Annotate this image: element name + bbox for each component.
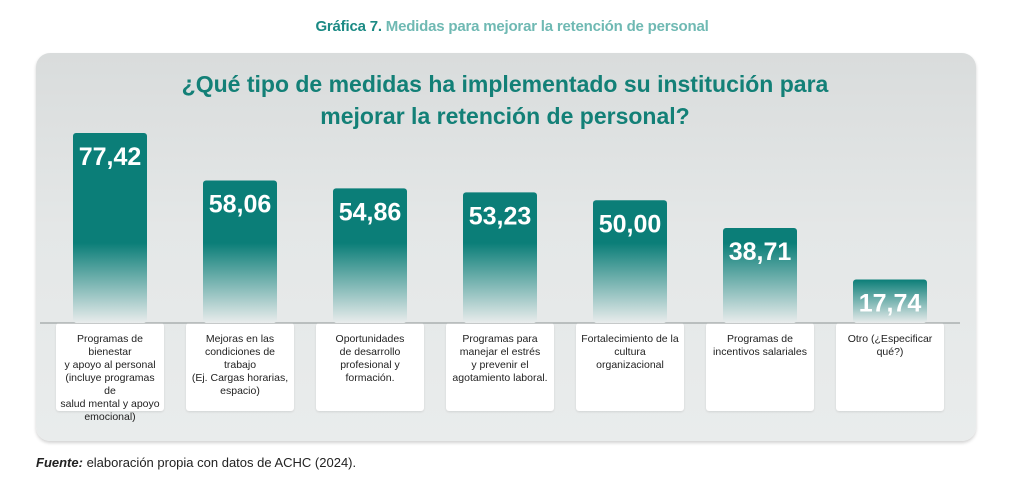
- category-label-line: formación.: [345, 372, 395, 384]
- category-label-line: y prevenir el: [471, 359, 529, 371]
- chart-title: ¿Qué tipo de medidas ha implementado su …: [90, 68, 920, 132]
- category-label-line: manejar el estrés: [459, 346, 541, 358]
- figure-caption: Gráfica 7. Medidas para mejorar la reten…: [0, 18, 1024, 35]
- category-label-7: Otro (¿Especificar qué?): [840, 333, 940, 359]
- category-box-1: Programas de bienestar y apoyo al persona…: [56, 323, 164, 423]
- chart-title-line-2: mejorar la retención de personal?: [320, 103, 690, 129]
- category-box-4: Programas para manejar el estrés y preveni…: [446, 323, 554, 411]
- category-label-line: profesional y: [340, 359, 400, 371]
- bar-value-label-7: 17,74: [859, 289, 922, 317]
- category-label-line: de desarrollo: [339, 346, 401, 358]
- category-label-line: cultura organizacional: [596, 346, 664, 371]
- category-label-line: incentivos salariales: [713, 346, 807, 358]
- chart-title-line-1: ¿Qué tipo de medidas ha implementado su …: [181, 71, 829, 97]
- bar-1: [73, 133, 147, 323]
- category-box-7: Otro (¿Especificar qué?): [836, 323, 944, 411]
- source-note: Fuente: elaboración propia con datos de …: [36, 455, 356, 470]
- category-label-line: Mejoras en las: [205, 333, 275, 345]
- category-label-line: condiciones de trabajo: [204, 346, 276, 371]
- bar-5: [593, 200, 667, 323]
- bar-value-label-5: 50,00: [599, 210, 662, 238]
- category-label-5: Fortalecimiento de la cultura organizacio…: [580, 333, 680, 372]
- bar-value-label-1: 77,42: [79, 143, 142, 171]
- category-label-line: y apoyo al personal: [64, 359, 156, 371]
- figure-caption-number: Gráfica 7.: [315, 18, 382, 35]
- figure-caption-text: Medidas para mejorar la retención de per…: [385, 18, 709, 35]
- category-label-line: Programas de: [727, 333, 793, 345]
- category-label-line: Programas para: [462, 333, 538, 345]
- category-label-line: emocional): [84, 411, 136, 423]
- bar-value-label-4: 53,23: [469, 202, 532, 230]
- category-label-6: Programas de incentivos salariales: [710, 333, 810, 359]
- category-label-line: Oportunidades: [335, 333, 405, 345]
- category-label-line: salud mental y apoyo: [60, 398, 160, 410]
- category-label-4: Programas para manejar el estrés y preveni…: [450, 333, 550, 385]
- bar-3: [333, 188, 407, 323]
- source-label: Fuente:: [36, 455, 83, 470]
- category-label-line: Otro (¿Especificar: [847, 333, 933, 345]
- bar-2: [203, 180, 277, 323]
- category-label-line: (Ej. Cargas horarias,: [191, 372, 289, 384]
- bar-value-label-2: 58,06: [209, 191, 272, 219]
- category-box-2: Mejoras en las condiciones de trabajo (Ej.…: [186, 323, 294, 411]
- category-label-line: espacio): [220, 385, 260, 397]
- category-label-line: qué?): [876, 346, 904, 358]
- category-box-5: Fortalecimiento de la cultura organizacio…: [576, 323, 684, 411]
- bar-value-label-3: 54,86: [339, 198, 402, 226]
- bar-7: [853, 279, 927, 323]
- category-label-1: Programas de bienestar y apoyo al persona…: [60, 333, 160, 424]
- source-text: elaboración propia con datos de ACHC (20…: [82, 455, 357, 470]
- category-box-6: Programas de incentivos salariales: [706, 323, 814, 411]
- bar-6: [723, 228, 797, 323]
- bar-4: [463, 192, 537, 323]
- category-label-line: Fortalecimiento de la: [581, 333, 679, 345]
- category-label-line: agotamiento laboral.: [452, 372, 548, 384]
- bar-value-label-6: 38,71: [729, 238, 792, 266]
- category-label-line: (incluye programas de: [65, 372, 155, 397]
- category-label-line: Programas de bienestar: [77, 333, 143, 358]
- category-label-2: Mejoras en las condiciones de trabajo (Ej.…: [190, 333, 290, 398]
